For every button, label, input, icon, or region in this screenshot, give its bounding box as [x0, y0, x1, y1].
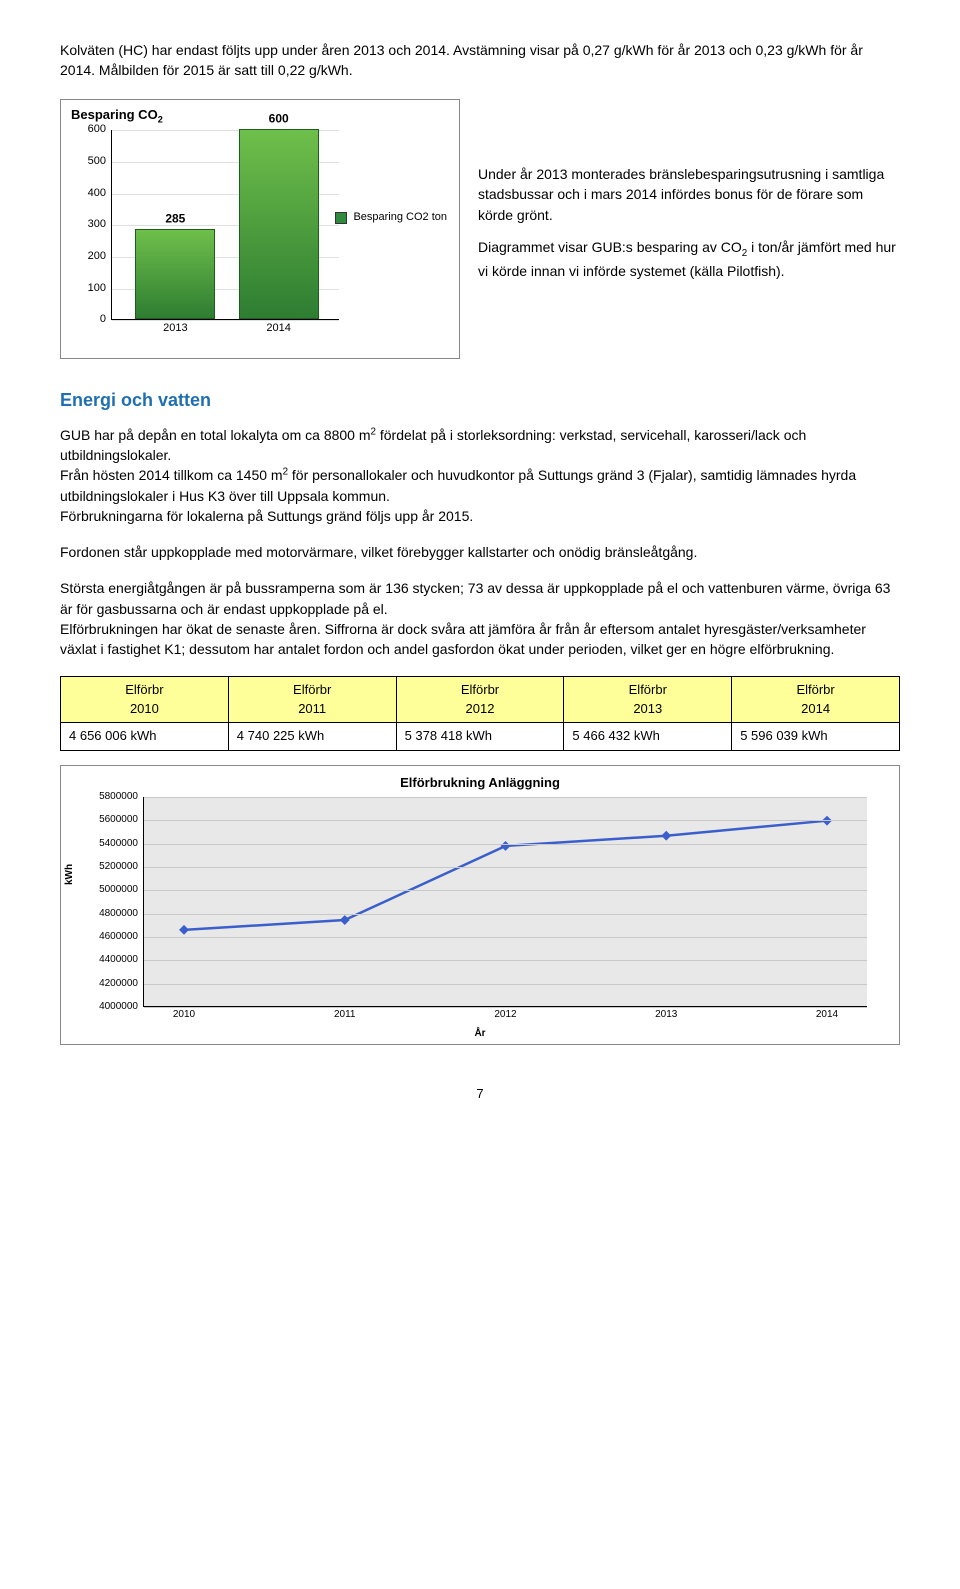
y-tick-label: 5600000 [78, 813, 138, 828]
line-marker [179, 925, 189, 935]
bar-chart-row: Besparing CO2 0 100 200 300 400 500 600 285 2013… [60, 99, 900, 359]
y-tick-label: 200 [74, 249, 106, 265]
y-tick-label: 5200000 [78, 860, 138, 875]
x-tick-label: 2010 [173, 1008, 195, 1023]
gridline [112, 320, 339, 321]
table-header-cell: Elförbr2012 [396, 676, 564, 723]
y-tick-label: 100 [74, 281, 106, 297]
side-text-2: Diagrammet visar GUB:s besparing av CO2 … [478, 237, 900, 281]
line-chart-svg [144, 797, 867, 1006]
x-tick-label: 2014 [266, 321, 290, 337]
line-chart-container: Elförbrukning Anläggning kWh 40000004200… [60, 765, 900, 1045]
y-tick-label: 600 [74, 122, 106, 138]
legend-swatch-icon [335, 212, 347, 224]
gridline [144, 984, 867, 985]
bar-plot-area: 010020030040050060028520136002014 [111, 130, 339, 320]
table-header-row: Elförbr2010Elförbr2011Elförbr2012Elförbr… [61, 676, 900, 723]
table-row: 4 656 006 kWh4 740 225 kWh5 378 418 kWh5… [61, 723, 900, 751]
y-tick-label: 300 [74, 217, 106, 233]
table-header-cell: Elförbr2013 [564, 676, 732, 723]
energy-section-title: Energi och vatten [60, 387, 900, 413]
table-header-cell: Elförbr2010 [61, 676, 229, 723]
bar-value-label: 285 [165, 211, 185, 228]
line-chart-title: Elförbrukning Anläggning [73, 774, 887, 793]
bar-chart-container: Besparing CO2 0 100 200 300 400 500 600 285 2013… [60, 99, 460, 359]
energy-paragraph-2: Fordonen står uppkopplade med motorvärma… [60, 542, 900, 562]
gridline [144, 797, 867, 798]
bar-chart-legend: Besparing CO2 ton [335, 210, 447, 226]
y-tick-label: 4600000 [78, 930, 138, 945]
page-number: 7 [60, 1085, 900, 1104]
intro-paragraph: Kolväten (HC) har endast följts upp unde… [60, 40, 900, 81]
y-tick-label: 4000000 [78, 1000, 138, 1015]
x-tick-label: 2014 [816, 1008, 838, 1023]
bar-chart-title: Besparing CO2 [71, 106, 449, 127]
table-cell: 5 596 039 kWh [732, 723, 900, 751]
table-header-cell: Elförbr2011 [228, 676, 396, 723]
gridline [144, 937, 867, 938]
y-tick-label: 5000000 [78, 883, 138, 898]
x-tick-label: 2013 [163, 321, 187, 337]
gridline [144, 914, 867, 915]
table-cell: 5 378 418 kWh [396, 723, 564, 751]
line-plot-area: 4000000420000044000004600000480000050000… [143, 797, 867, 1007]
energy-paragraph-3: Största energiåtgången är på bussrampern… [60, 578, 900, 659]
line-marker [501, 841, 511, 851]
line-marker [340, 915, 350, 925]
gridline [144, 867, 867, 868]
table-cell: 4 656 006 kWh [61, 723, 229, 751]
x-tick-label: 2012 [494, 1008, 516, 1023]
line-marker [661, 831, 671, 841]
gridline [144, 890, 867, 891]
x-tick-label: 2013 [655, 1008, 677, 1023]
electricity-table: Elförbr2010Elförbr2011Elförbr2012Elförbr… [60, 676, 900, 752]
table-cell: 5 466 432 kWh [564, 723, 732, 751]
y-tick-label: 4400000 [78, 953, 138, 968]
table-cell: 4 740 225 kWh [228, 723, 396, 751]
x-tick-label: 2011 [334, 1008, 356, 1023]
gridline [144, 960, 867, 961]
y-tick-label: 400 [74, 186, 106, 202]
energy-paragraph-1: GUB har på depån en total lokalyta om ca… [60, 425, 900, 526]
y-tick-label: 5400000 [78, 836, 138, 851]
y-tick-label: 5800000 [78, 790, 138, 805]
legend-label: Besparing CO2 ton [353, 210, 447, 226]
line-chart-xlabel: År [73, 1027, 887, 1042]
table-header-cell: Elförbr2014 [732, 676, 900, 723]
bar: 600 [239, 129, 319, 319]
side-text-1: Under år 2013 monterades bränslebesparin… [478, 164, 900, 225]
y-tick-label: 0 [74, 312, 106, 328]
y-tick-label: 4200000 [78, 976, 138, 991]
gridline [144, 844, 867, 845]
bar-chart-side-text: Under år 2013 monterades bränslebesparin… [478, 164, 900, 293]
line-chart-ylabel: kWh [63, 864, 78, 885]
y-tick-label: 500 [74, 154, 106, 170]
y-tick-label: 4800000 [78, 906, 138, 921]
gridline [144, 820, 867, 821]
bar-value-label: 600 [269, 111, 289, 128]
bar: 285 [135, 229, 215, 319]
